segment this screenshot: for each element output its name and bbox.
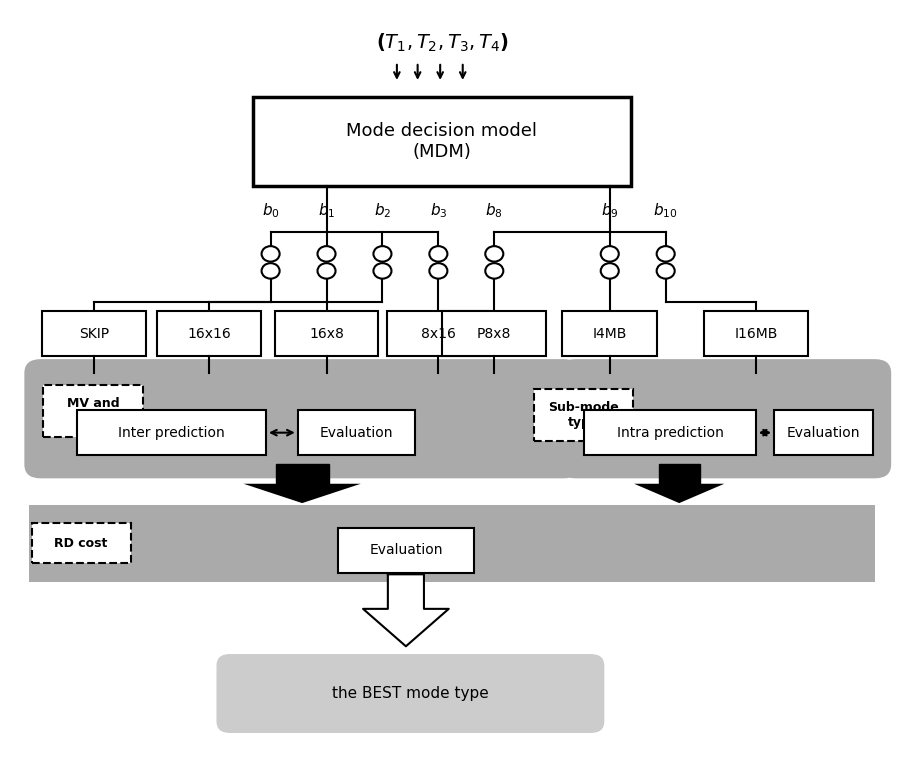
Text: I16MB: I16MB [734, 327, 778, 341]
FancyBboxPatch shape [774, 410, 873, 455]
Text: Evaluation: Evaluation [369, 543, 443, 557]
Circle shape [601, 246, 619, 262]
Polygon shape [634, 484, 724, 503]
Text: I4MB: I4MB [593, 327, 627, 341]
Bar [29, 505, 875, 582]
Text: Mode decision model
(MDM): Mode decision model (MDM) [346, 122, 538, 161]
Circle shape [262, 246, 280, 262]
FancyBboxPatch shape [534, 389, 633, 441]
Circle shape [373, 263, 391, 279]
FancyBboxPatch shape [559, 359, 891, 478]
Text: Intra prediction: Intra prediction [617, 426, 723, 440]
FancyBboxPatch shape [24, 359, 580, 478]
Text: the BEST mode type: the BEST mode type [332, 686, 489, 701]
Circle shape [318, 246, 336, 262]
FancyBboxPatch shape [157, 311, 262, 356]
Polygon shape [244, 484, 361, 503]
Text: $\boldsymbol{b_9}$: $\boldsymbol{b_9}$ [601, 201, 619, 220]
Text: $\boldsymbol{b_2}$: $\boldsymbol{b_2}$ [373, 201, 391, 220]
FancyBboxPatch shape [443, 311, 547, 356]
Circle shape [429, 246, 447, 262]
Text: Evaluation: Evaluation [787, 426, 861, 440]
Circle shape [262, 263, 280, 279]
FancyBboxPatch shape [704, 311, 808, 356]
Text: RD cost: RD cost [54, 537, 108, 550]
FancyBboxPatch shape [276, 464, 328, 484]
Text: MV and
REF: MV and REF [67, 397, 119, 425]
Circle shape [485, 263, 503, 279]
Text: 16x8: 16x8 [309, 327, 344, 341]
Circle shape [429, 263, 447, 279]
Circle shape [657, 263, 675, 279]
FancyBboxPatch shape [32, 523, 131, 563]
Text: $\boldsymbol{b_8}$: $\boldsymbol{b_8}$ [485, 201, 503, 220]
FancyBboxPatch shape [584, 410, 756, 455]
FancyBboxPatch shape [77, 410, 266, 455]
FancyBboxPatch shape [658, 464, 700, 484]
Text: P8x8: P8x8 [477, 327, 511, 341]
Circle shape [318, 263, 336, 279]
Text: 8x16: 8x16 [421, 327, 456, 341]
Text: Inter prediction: Inter prediction [118, 426, 225, 440]
Text: SKIP: SKIP [78, 327, 109, 341]
Text: $\boldsymbol{b_3}$: $\boldsymbol{b_3}$ [429, 201, 447, 220]
FancyBboxPatch shape [338, 528, 474, 573]
Text: $\boldsymbol{b_0}$: $\boldsymbol{b_0}$ [262, 201, 280, 220]
Circle shape [601, 263, 619, 279]
FancyBboxPatch shape [563, 311, 658, 356]
FancyBboxPatch shape [41, 311, 146, 356]
FancyBboxPatch shape [386, 311, 491, 356]
Polygon shape [363, 574, 449, 646]
Circle shape [373, 246, 391, 262]
Circle shape [485, 246, 503, 262]
Text: 16x16: 16x16 [188, 327, 231, 341]
Text: Evaluation: Evaluation [319, 426, 393, 440]
Circle shape [657, 246, 675, 262]
Text: $\boldsymbol{b_1}$: $\boldsymbol{b_1}$ [318, 201, 336, 220]
FancyBboxPatch shape [216, 654, 604, 733]
FancyBboxPatch shape [253, 97, 631, 186]
Text: $\boldsymbol{(T_1, T_2, T_3, T_4)}$: $\boldsymbol{(T_1, T_2, T_3, T_4)}$ [375, 32, 509, 53]
FancyBboxPatch shape [43, 385, 143, 437]
FancyBboxPatch shape [298, 410, 415, 455]
Text: $\boldsymbol{b_{10}}$: $\boldsymbol{b_{10}}$ [653, 201, 678, 220]
FancyBboxPatch shape [274, 311, 379, 356]
Text: Sub-mode
type: Sub-mode type [548, 401, 619, 429]
